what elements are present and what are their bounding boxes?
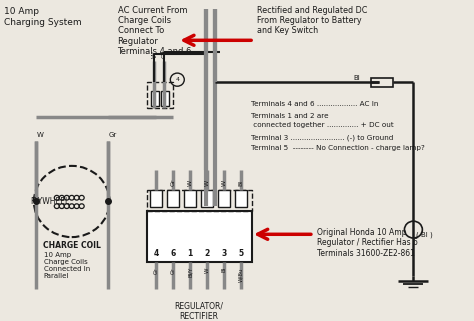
Text: Gr: Gr <box>109 132 117 138</box>
Text: CHARGE COIL: CHARGE COIL <box>43 241 100 250</box>
Text: W: W <box>222 180 227 187</box>
Text: Bl: Bl <box>238 180 244 187</box>
Text: Gr: Gr <box>171 267 176 273</box>
Text: ( Bl ): ( Bl ) <box>416 231 433 238</box>
Text: W: W <box>205 180 210 187</box>
Bar <box>147 190 252 211</box>
Text: REGULATOR/
RECTIFIER: REGULATOR/ RECTIFIER <box>175 302 224 321</box>
Bar <box>147 82 173 108</box>
Text: AC Current From
Charge Coils
Connect To
Regulator
Terminals 4 and 6: AC Current From Charge Coils Connect To … <box>118 6 192 56</box>
Text: Terminals 1 and 2 are: Terminals 1 and 2 are <box>251 113 328 119</box>
Text: Bl/Y: Bl/Y <box>188 267 193 277</box>
Bar <box>151 91 159 106</box>
Text: Bl: Bl <box>222 267 227 272</box>
Text: 3: 3 <box>221 248 227 257</box>
Text: Gr: Gr <box>154 267 159 273</box>
Bar <box>184 190 196 207</box>
Text: Gr: Gr <box>171 179 176 187</box>
Bar <box>161 91 169 106</box>
Bar <box>167 190 179 207</box>
Text: W: W <box>188 180 193 187</box>
Text: 1: 1 <box>188 248 193 257</box>
Text: 4: 4 <box>175 77 179 82</box>
Text: W/Bu: W/Bu <box>238 267 244 282</box>
Bar <box>218 190 230 207</box>
Bar <box>235 190 247 207</box>
Text: 10 Amp
Charge Coils
Connected In
Parallel: 10 Amp Charge Coils Connected In Paralle… <box>44 252 90 279</box>
Text: FLYWHEEL: FLYWHEEL <box>30 197 69 206</box>
Text: 5: 5 <box>238 248 244 257</box>
Text: W: W <box>205 267 210 273</box>
Bar <box>371 78 393 87</box>
Text: W: W <box>151 51 157 58</box>
Bar <box>147 211 252 262</box>
Bar <box>150 190 163 207</box>
Text: connected together .............. + DC out: connected together .............. + DC o… <box>251 122 394 128</box>
Text: 4: 4 <box>154 248 159 257</box>
Text: 2: 2 <box>205 248 210 257</box>
Text: Bl: Bl <box>354 74 360 81</box>
Text: 10 Amp
Charging System: 10 Amp Charging System <box>4 7 82 27</box>
Text: Terminal 5  -------- No Connection - charge lamp?: Terminal 5 -------- No Connection - char… <box>251 145 425 151</box>
Text: Original Honda 10 Amp
Regulator / Rectifier Has 6
Terminals 31600-ZE2-861: Original Honda 10 Amp Regulator / Rectif… <box>317 228 418 257</box>
Text: W: W <box>37 132 44 138</box>
Text: Gr: Gr <box>162 51 167 58</box>
Text: Terminal 3 ........................ (-) to Ground: Terminal 3 ........................ (-) … <box>251 134 393 141</box>
Bar <box>201 190 213 207</box>
Text: Terminals 4 and 6 .................. AC In: Terminals 4 and 6 .................. AC … <box>251 101 378 107</box>
Text: 6: 6 <box>171 248 176 257</box>
Text: Rectified and Regulated DC
From Regulator to Battery
and Key Switch: Rectified and Regulated DC From Regulato… <box>257 6 367 35</box>
